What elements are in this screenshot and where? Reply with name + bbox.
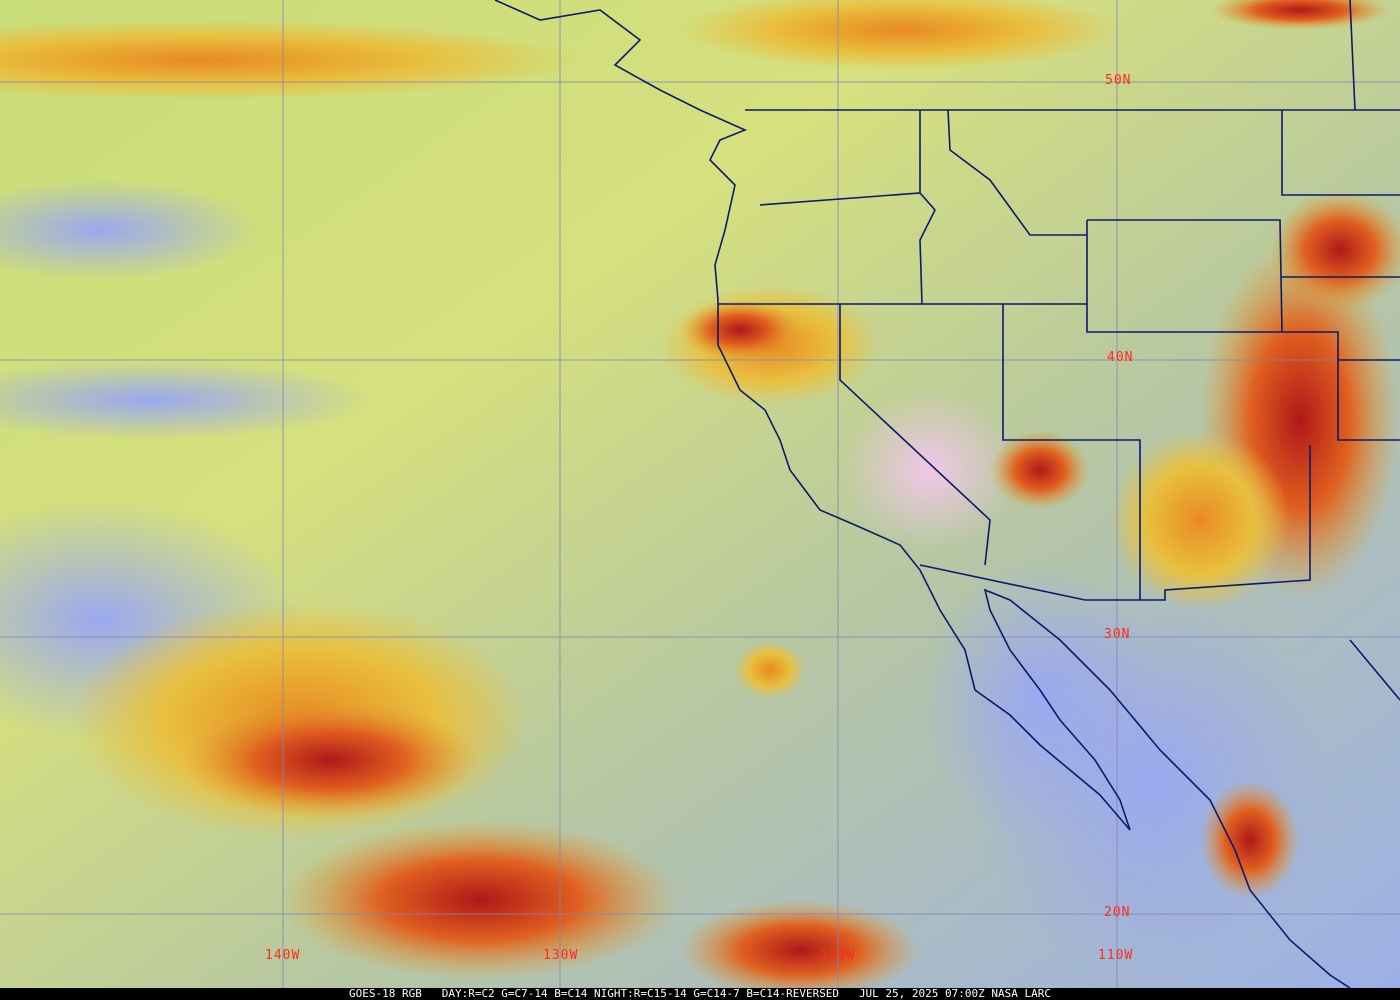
lon-label-110w: 110W <box>1098 948 1134 963</box>
coastlines-and-borders <box>494 0 1400 988</box>
pacific-coastline <box>494 0 1351 988</box>
lat-label-40n: 40N <box>1107 350 1134 365</box>
caption-satellite: GOES-18 RGB <box>348 987 422 1000</box>
caption-recipe: DAY:R=C2 G=C7-14 B=C14 NIGHT:R=C15-14 G=… <box>441 987 840 1000</box>
image-caption: GOES-18 RGB DAY:R=C2 G=C7-14 B=C14 NIGHT… <box>0 988 1400 1000</box>
lon-label-120w: 120W <box>820 948 856 963</box>
state-borders <box>718 0 1400 701</box>
lat-label-30n: 30N <box>1104 627 1131 642</box>
lat-label-50n: 50N <box>1105 73 1132 88</box>
lon-label-140w: 140W <box>265 948 301 963</box>
caption-source: NASA LARC <box>991 987 1052 1000</box>
lon-label-130w: 130W <box>543 948 579 963</box>
caption-timestamp: JUL 25, 2025 07:00Z <box>858 987 985 1000</box>
lat-label-20n: 20N <box>1104 905 1131 920</box>
